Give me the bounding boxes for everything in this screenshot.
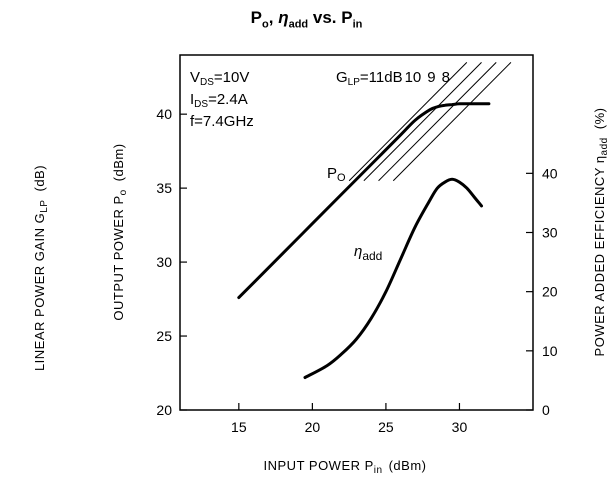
chart-title: Po, ηadd vs. Pin bbox=[250, 8, 363, 31]
y-right-tick-label: 20 bbox=[542, 284, 558, 300]
y-left-tick-label: 20 bbox=[156, 402, 172, 418]
x-tick-label: 25 bbox=[378, 419, 394, 435]
gain-lines bbox=[348, 62, 512, 182]
gain-line-9db bbox=[378, 62, 497, 182]
y-left-tick-label: 35 bbox=[156, 180, 172, 196]
y-left-tick-label: 30 bbox=[156, 254, 172, 270]
y-right-tick-label: 0 bbox=[542, 402, 550, 418]
gain-line-8db bbox=[392, 62, 512, 182]
y-left-tick-label: 25 bbox=[156, 328, 172, 344]
series-label-eta: ηadd bbox=[354, 243, 382, 263]
x-tick-label: 20 bbox=[305, 419, 321, 435]
data-curves bbox=[237, 102, 491, 379]
x-tick-label: 30 bbox=[452, 419, 468, 435]
series-po-curve bbox=[237, 102, 491, 300]
plot-frame bbox=[179, 54, 534, 411]
condition-vds: VDS=10V bbox=[190, 69, 249, 88]
y-axis-label-output: OUTPUT POWER Po(dBm) bbox=[111, 143, 129, 320]
gain-line-11db bbox=[348, 62, 468, 182]
y-right-tick-label: 30 bbox=[542, 225, 558, 241]
series-label-po: PO bbox=[327, 165, 346, 184]
gain-line-10db bbox=[363, 62, 482, 182]
series-eta-add-curve bbox=[303, 177, 483, 379]
y-left-tick-label: 40 bbox=[156, 106, 172, 122]
x-axis-label: INPUT POWER Pin (dBm) bbox=[264, 458, 427, 476]
condition-ids: IDS=2.4A bbox=[190, 91, 248, 110]
y-right-tick-label: 10 bbox=[542, 343, 558, 359]
gain-label: GLP=11dB 10 9 8 bbox=[336, 69, 450, 88]
x-tick-label: 15 bbox=[231, 419, 247, 435]
y-axis-label-gain: LINEAR POWER GAIN GLP(dB) bbox=[32, 165, 50, 371]
y-axis-label-efficiency: POWER ADDED EFFICIENCY ηadd(%) bbox=[592, 108, 610, 357]
condition-freq: f=7.4GHz bbox=[190, 113, 254, 130]
axis-ticks: 15 20 25 30 20 25 30 35 40 0 10 20 30 40 bbox=[156, 106, 557, 435]
y-right-tick-label: 40 bbox=[542, 165, 558, 181]
